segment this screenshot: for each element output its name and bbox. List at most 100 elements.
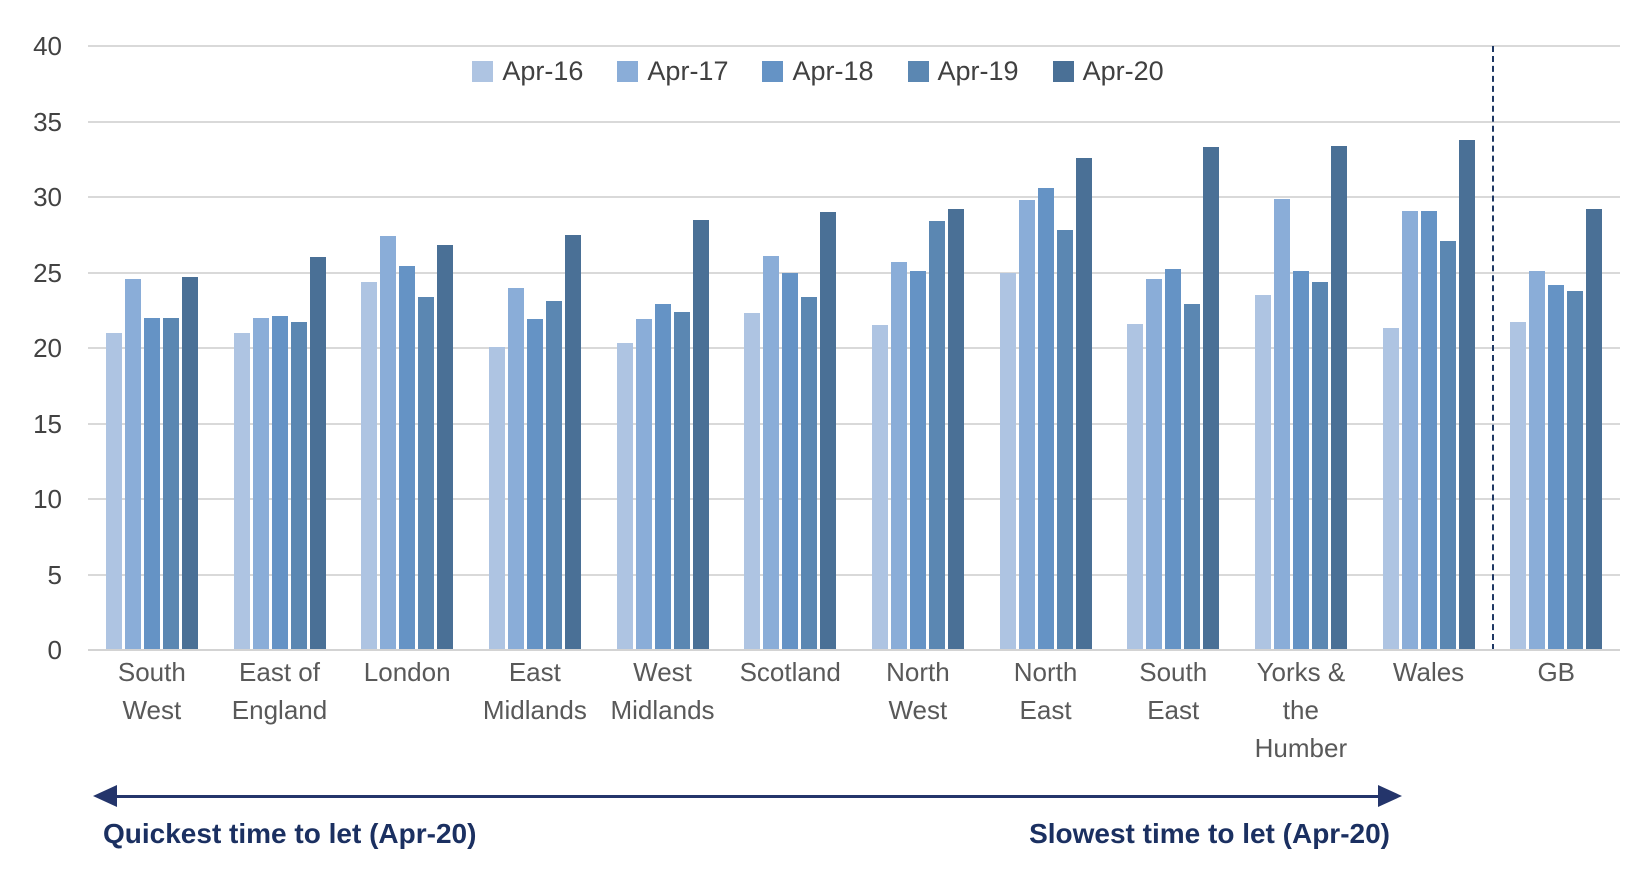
legend-label: Apr-16	[502, 56, 584, 86]
bar-apr-19	[1056, 230, 1073, 650]
bar-apr-18	[526, 319, 543, 650]
legend-item-apr-18: Apr-18	[762, 56, 874, 87]
legend-swatch-icon	[762, 61, 784, 82]
bar-apr-18	[909, 271, 926, 650]
bar-apr-18	[1420, 210, 1437, 650]
bar-apr-16	[1127, 323, 1144, 650]
y-tick-label-35: 35	[33, 106, 62, 137]
bar-group-west-midlands	[599, 46, 727, 650]
y-tick-label-20: 20	[33, 333, 62, 363]
x-label-yorks-the-humber: Yorks & the Humber	[1254, 657, 1348, 763]
x-axis-category-labels: South West East of England London East Midl…	[88, 653, 1620, 767]
bar-apr-17	[763, 255, 780, 650]
bar-apr-20	[564, 234, 581, 650]
bar-apr-17	[1018, 200, 1035, 650]
bar-apr-17	[124, 278, 141, 650]
bar-apr-16	[999, 272, 1016, 650]
bar-apr-20	[820, 212, 837, 650]
bar-apr-16	[616, 343, 633, 650]
bar-apr-16	[1254, 295, 1271, 650]
x-label-west-midlands: West Midlands	[610, 657, 715, 725]
quickest-slowest-arrow-line	[108, 795, 1386, 798]
bar-apr-20	[309, 257, 326, 650]
bar-apr-17	[635, 319, 652, 650]
bar-apr-20	[1075, 157, 1092, 650]
bar-apr-18	[1165, 269, 1182, 650]
y-tick-label-40: 40	[33, 31, 62, 61]
bar-apr-20	[1203, 147, 1220, 650]
bar-apr-17	[1401, 210, 1418, 650]
gridline-25	[88, 271, 1620, 274]
bar-group-north-west	[854, 46, 982, 650]
legend-swatch-icon	[1052, 61, 1074, 82]
bar-apr-17	[1146, 278, 1163, 650]
annotation-quickest: Quickest time to let (Apr-20)	[103, 818, 477, 849]
legend-item-apr-19: Apr-19	[907, 56, 1019, 87]
bar-apr-19	[1567, 290, 1584, 650]
bar-apr-17	[380, 236, 397, 650]
bar-apr-16	[361, 281, 378, 650]
x-label-wales: Wales	[1392, 657, 1465, 687]
legend-label: Apr-18	[792, 56, 874, 86]
legend-item-apr-20: Apr-20	[1052, 56, 1164, 87]
legend-label: Apr-20	[1082, 56, 1164, 86]
bar-apr-19	[290, 322, 307, 650]
annotation-slowest: Slowest time to let (Apr-20)	[1029, 818, 1390, 849]
legend-item-apr-16: Apr-16	[472, 56, 583, 87]
bar-apr-16	[1510, 322, 1527, 650]
bar-apr-20	[1458, 139, 1475, 650]
bar-apr-20	[692, 219, 709, 650]
bar-apr-18	[782, 272, 799, 650]
arrow-head-left-icon	[93, 785, 117, 807]
gridline-20	[88, 347, 1620, 349]
bar-group-london	[343, 46, 471, 650]
bar-apr-18	[271, 316, 288, 650]
y-tick-label-30: 30	[33, 182, 62, 212]
x-label-south-west: South West	[117, 657, 186, 725]
legend-swatch-icon	[907, 61, 929, 82]
bar-apr-19	[418, 296, 435, 650]
bar-group-gb	[1492, 46, 1620, 650]
bar-apr-19	[928, 221, 945, 650]
bar-apr-16	[871, 325, 888, 650]
arrow-head-right-icon	[1378, 785, 1402, 807]
bar-apr-17	[507, 287, 524, 650]
x-label-scotland: Scotland	[739, 657, 841, 687]
legend-swatch-icon	[617, 61, 639, 82]
gridline-10	[88, 498, 1620, 500]
bar-group-south-west	[88, 46, 216, 650]
bar-apr-18	[1548, 284, 1565, 650]
gridline-30	[88, 196, 1620, 198]
bar-apr-18	[1292, 271, 1309, 650]
bar-apr-17	[252, 317, 269, 650]
x-axis-line	[88, 649, 1620, 651]
bar-apr-16	[744, 313, 761, 650]
y-tick-label-25: 25	[33, 257, 62, 288]
gridline-15	[88, 422, 1620, 425]
gridline-40	[88, 45, 1620, 47]
x-label-london: London	[363, 657, 451, 687]
gb-separator-dashed-line	[1492, 46, 1495, 650]
bar-group-east-midlands	[471, 46, 599, 650]
bar-apr-16	[488, 346, 505, 650]
chart-legend: Apr-16 Apr-17 Apr-18 Apr-19 Apr-20	[0, 56, 1636, 87]
y-tick-label-10: 10	[33, 484, 62, 514]
bar-apr-20	[1330, 145, 1347, 650]
bar-apr-16	[1382, 328, 1399, 650]
bar-apr-16	[233, 332, 250, 650]
bar-apr-20	[1586, 209, 1603, 650]
legend-label: Apr-19	[937, 56, 1019, 86]
x-label-gb: GB	[1537, 657, 1576, 687]
bar-apr-19	[1184, 304, 1201, 650]
bar-apr-19	[162, 317, 179, 650]
legend-swatch-icon	[472, 61, 494, 82]
bar-group-scotland	[726, 46, 854, 650]
bar-apr-19	[673, 311, 690, 650]
x-label-south-east: South East	[1139, 657, 1208, 725]
y-tick-label-5: 5	[47, 559, 62, 590]
plot-area	[88, 45, 1620, 651]
x-label-north-east: North East	[1013, 657, 1078, 725]
gridline-35	[88, 120, 1620, 123]
bar-apr-19	[1311, 281, 1328, 650]
